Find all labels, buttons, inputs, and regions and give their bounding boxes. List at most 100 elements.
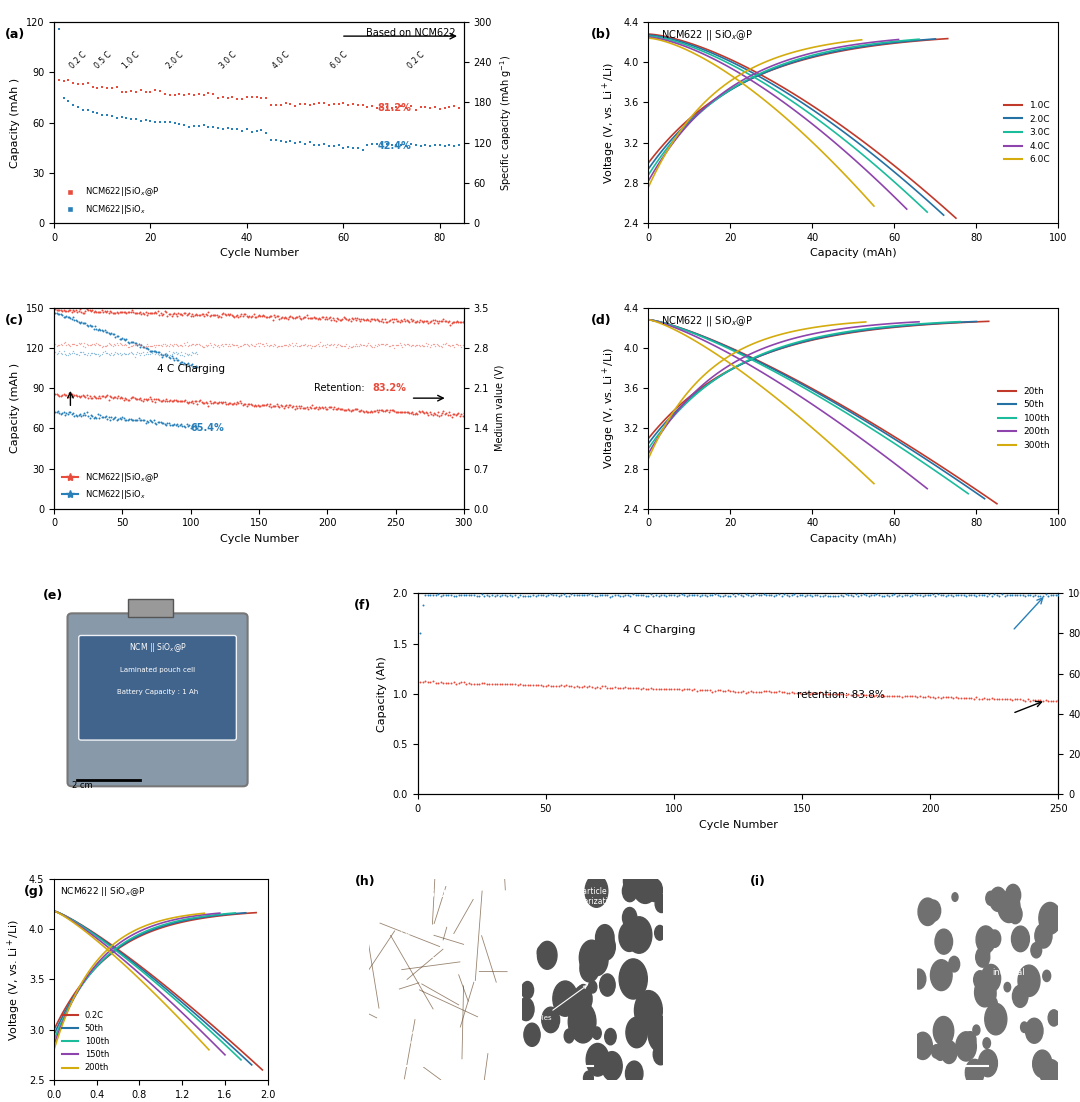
Point [596,678,613,695]
Point [680,680,698,698]
Point [924,688,942,705]
Point [532,586,550,604]
Point [334,311,351,328]
Point [75,100,92,118]
Point [504,587,522,605]
Point [147,414,164,432]
Point [732,586,750,604]
Point [415,313,432,331]
Point [129,411,146,429]
Point [699,681,716,699]
Point [383,311,401,328]
Point [80,389,97,407]
Point [204,306,221,324]
Text: (h): (h) [354,875,375,888]
Point [81,388,98,406]
Point [81,316,98,334]
Point [144,344,161,361]
Point [133,411,150,429]
Point [62,337,79,355]
Point [234,336,252,354]
Point [491,676,509,693]
Point [688,682,705,700]
Point [829,685,847,703]
Point [370,401,388,419]
Point [246,396,264,413]
Point [353,336,370,354]
FancyBboxPatch shape [68,614,247,787]
Point [96,321,113,338]
Point [428,406,445,423]
Point [660,681,677,699]
Point [955,689,972,706]
Point [210,336,227,354]
Point [183,419,200,436]
Point [835,587,852,605]
Point [945,587,962,605]
Point [829,587,847,605]
Point [136,338,153,356]
Point [832,685,849,703]
Point [395,311,413,328]
Point [671,681,688,699]
Point [379,336,396,354]
Point [428,335,445,353]
Point [414,596,431,614]
Point [106,335,123,353]
Point [305,399,322,417]
Point [359,137,376,154]
Point [174,346,191,364]
Point [383,137,401,154]
Point [501,586,518,604]
Point [205,306,222,324]
Point [170,337,187,355]
Point [71,406,89,423]
Point [271,311,288,328]
Point [365,338,382,356]
Point [50,402,67,420]
Point [343,337,361,355]
Point [904,586,921,604]
Point [406,406,423,423]
Point [433,403,450,421]
Point [76,404,93,422]
Point [111,303,129,321]
Point [113,304,131,322]
Point [160,305,177,323]
Point [134,338,151,356]
Point [611,587,629,605]
Point [189,395,206,412]
Point [447,313,464,331]
Point [1027,691,1044,709]
Point [512,586,529,604]
Point [947,688,964,705]
Point [222,336,240,354]
Point [121,344,138,361]
Point [540,676,557,693]
Point [235,396,253,413]
Point [122,333,139,350]
Point [98,79,116,97]
Point [975,690,993,707]
Point [463,676,481,693]
Point [91,336,108,354]
Point [509,588,526,606]
Point [757,586,774,604]
Point [122,389,139,407]
Point [1040,692,1057,710]
Point [89,104,106,121]
Point [276,95,294,112]
Point [273,309,291,326]
Point [132,303,149,321]
Point [351,335,368,353]
Point [686,586,703,604]
Point [104,346,121,364]
Point [208,337,226,355]
Point [316,399,334,417]
Point [141,388,159,406]
Point [78,387,95,404]
Point [183,346,200,364]
Point [781,587,798,605]
Point [129,336,146,354]
Point [282,95,299,112]
